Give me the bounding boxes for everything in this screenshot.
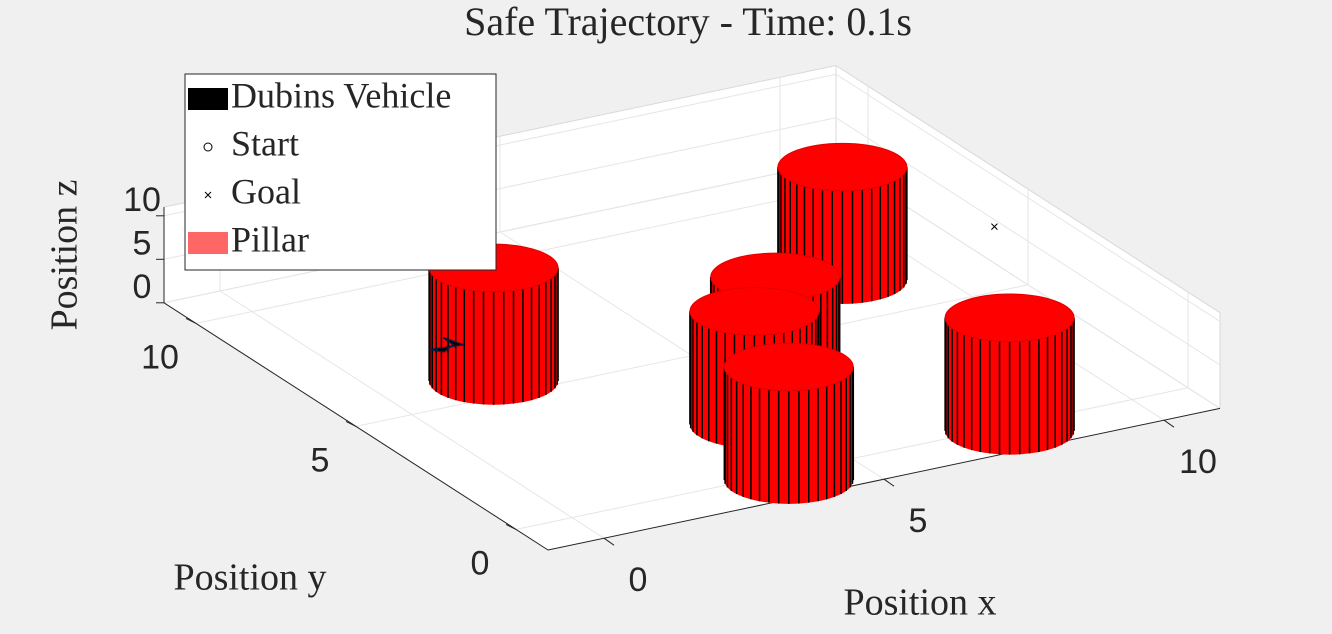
pillar-top [723, 342, 854, 392]
pillar-top [689, 287, 820, 336]
y-tick-mark [505, 523, 517, 530]
chart-title: Safe Trajectory - Time: 0.1s [464, 0, 912, 44]
marks [428, 142, 1075, 504]
x-tick-label: 0 [629, 561, 648, 599]
legend-swatch [188, 232, 228, 254]
legend-swatch [188, 88, 228, 110]
legend-label: Goal [231, 171, 301, 211]
y-tick-label: 0 [471, 544, 490, 582]
x-axis-label: Position x [843, 582, 996, 624]
y-tick-mark [345, 420, 357, 427]
pillar-top [777, 142, 908, 192]
grid-line [163, 160, 837, 304]
vehicle [429, 336, 464, 353]
goal-marker [991, 223, 998, 230]
y-axis-label: Position y [173, 557, 326, 599]
x-tick-label: 5 [909, 502, 928, 540]
pillar [723, 342, 855, 504]
x-tick-label: 10 [1179, 443, 1217, 481]
z-axis-label: Position z [44, 180, 86, 331]
grid-line [835, 73, 1221, 322]
y-tick-label: 5 [311, 441, 330, 479]
pillar [944, 293, 1075, 455]
z-tick-label: 10 [123, 181, 161, 219]
legend-swatch [204, 191, 212, 199]
z-tick-label: 0 [133, 268, 152, 306]
y-tick-mark [185, 317, 197, 324]
z-tick-label: 5 [133, 224, 152, 262]
y-tick-label: 10 [141, 338, 179, 376]
legend-label: Start [231, 123, 299, 163]
ticks: 0 5 10 0 5 10 0 5 10 [123, 181, 1221, 599]
pillar-top [944, 293, 1075, 343]
legend-swatch [203, 142, 213, 152]
x-tick-mark [603, 537, 615, 546]
legend-label: Pillar [231, 219, 309, 259]
legend-label: Dubins Vehicle [231, 75, 451, 115]
legend: Dubins Vehicle Start Goal Pillar [184, 73, 497, 271]
x-tick-mark [883, 478, 895, 487]
legend-box [184, 73, 497, 271]
x-tick-mark [1163, 419, 1175, 428]
